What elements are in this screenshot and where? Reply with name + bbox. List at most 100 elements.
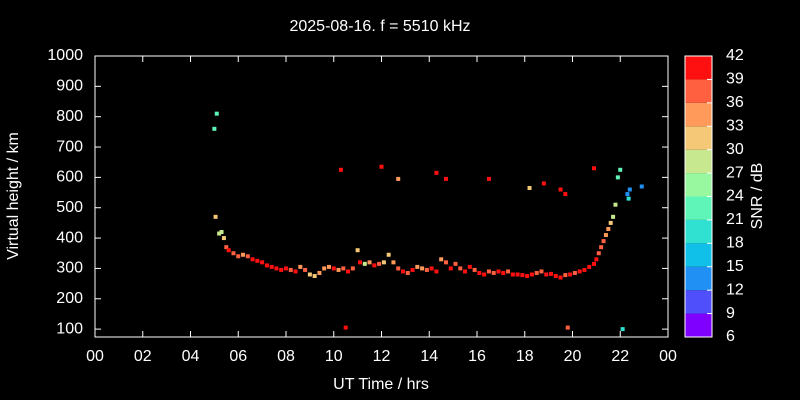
point	[587, 264, 592, 269]
point	[565, 325, 570, 330]
colorbar-swatch	[685, 173, 712, 197]
point	[529, 272, 534, 277]
colorbar-tick-label: 6	[726, 328, 735, 345]
point	[611, 214, 616, 219]
y-tick-label: 400	[56, 229, 83, 246]
point	[467, 264, 472, 269]
point	[381, 260, 386, 265]
point	[563, 273, 568, 278]
point	[274, 266, 279, 271]
point	[453, 261, 458, 266]
point	[264, 263, 269, 268]
colorbar-swatch	[685, 56, 712, 80]
point	[288, 267, 293, 272]
point	[379, 164, 384, 169]
colorbar-swatch	[685, 102, 712, 127]
y-tick-label: 600	[56, 169, 83, 186]
point	[626, 196, 631, 201]
point	[615, 175, 620, 180]
x-tick-label: 06	[229, 348, 247, 365]
point	[527, 186, 532, 191]
point	[443, 260, 448, 265]
colorbar-tick-label: 24	[726, 188, 744, 205]
colorbar-label: SNR / dB	[749, 163, 766, 230]
x-tick-label: 22	[611, 348, 629, 365]
point	[627, 187, 632, 192]
point	[415, 264, 420, 269]
y-axis-label: Virtual height / km	[5, 132, 22, 260]
point	[525, 274, 530, 279]
colorbar-swatch	[685, 266, 712, 291]
y-tick-label: 300	[56, 260, 83, 277]
point	[534, 270, 539, 275]
point	[424, 267, 429, 272]
point	[350, 266, 355, 271]
point	[568, 272, 573, 277]
point	[606, 226, 611, 231]
point	[477, 270, 482, 275]
point	[541, 181, 546, 186]
y-tick-label: 800	[56, 108, 83, 125]
point	[577, 269, 582, 274]
colorbar-swatch	[685, 126, 712, 150]
point	[224, 245, 229, 250]
point	[367, 260, 372, 265]
point	[410, 267, 415, 272]
colorbar-tick-label: 12	[726, 281, 744, 298]
point	[338, 167, 343, 172]
colorbar-tick-label: 15	[726, 258, 744, 275]
point	[558, 187, 563, 192]
point	[596, 251, 601, 256]
point	[386, 252, 391, 257]
point	[572, 270, 577, 275]
point	[486, 176, 491, 181]
point	[303, 267, 308, 272]
point	[420, 266, 425, 271]
point	[396, 266, 401, 271]
point	[391, 260, 396, 265]
point	[434, 170, 439, 175]
point	[355, 248, 360, 253]
point	[549, 271, 554, 276]
point	[510, 272, 515, 277]
x-tick-label: 08	[277, 348, 295, 365]
point	[429, 266, 434, 271]
x-tick-label: 18	[516, 348, 534, 365]
point	[618, 167, 623, 172]
x-tick-label: 12	[373, 348, 391, 365]
point	[400, 269, 405, 274]
point	[322, 266, 327, 271]
point	[458, 266, 463, 271]
x-tick-label: 10	[325, 348, 343, 365]
point	[563, 192, 568, 197]
colorbar-swatch	[685, 313, 712, 337]
colorbar-swatch	[685, 219, 712, 244]
colorbar-swatch	[685, 290, 712, 314]
point	[336, 267, 341, 272]
point	[250, 257, 255, 262]
point	[377, 261, 382, 266]
chart-title: 2025-08-16. f = 5510 kHz	[289, 18, 470, 35]
point	[221, 236, 226, 241]
point	[396, 176, 401, 181]
point	[544, 272, 549, 277]
y-tick-label: 700	[56, 138, 83, 155]
point	[226, 248, 231, 253]
point	[326, 264, 331, 269]
y-tick-label: 500	[56, 199, 83, 216]
point	[298, 264, 303, 269]
point	[269, 264, 274, 269]
x-tick-label: 00	[659, 348, 677, 365]
plot-frame	[94, 55, 669, 338]
point	[496, 269, 501, 274]
y-tick-label: 900	[56, 78, 83, 95]
colorbar-tick-label: 36	[726, 94, 744, 111]
point	[245, 254, 250, 259]
colorbar-tick-label: 42	[726, 47, 744, 64]
point	[439, 257, 444, 262]
x-tick-label: 16	[468, 348, 486, 365]
colorbar-tick-label: 27	[726, 164, 744, 181]
point	[463, 269, 468, 274]
